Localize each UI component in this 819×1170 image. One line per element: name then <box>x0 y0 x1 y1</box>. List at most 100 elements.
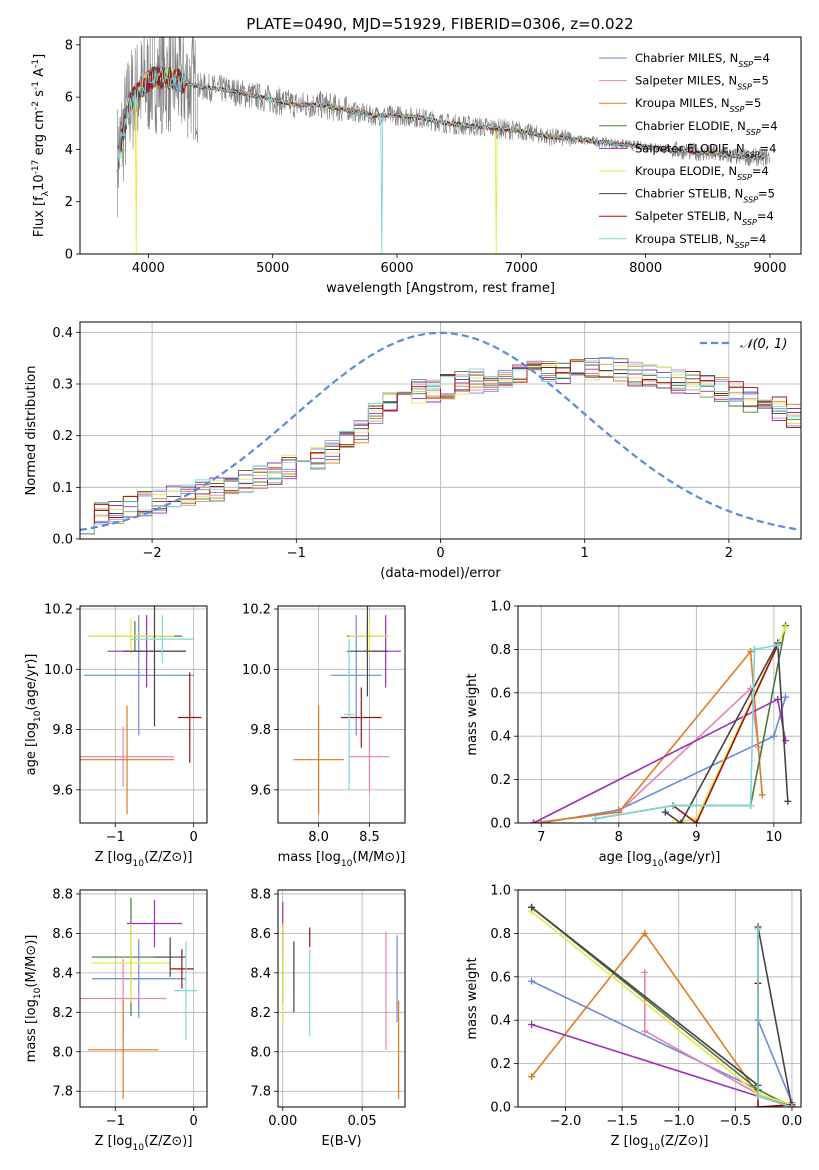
label-part: SSP <box>730 105 745 114</box>
weight-marker-salpeter_miles <box>641 1027 649 1035</box>
weight-marker-kroupa_miles <box>641 929 649 937</box>
label-part: =4 <box>752 164 769 178</box>
label-part: SSP <box>745 150 760 159</box>
hist-kroupa_miles <box>80 362 801 535</box>
hist-kroupa_stelib <box>80 356 801 535</box>
axes-frame <box>79 889 208 1108</box>
x-tick-label: 0.05 <box>348 1114 377 1129</box>
weight-marker-salpeter_elodie <box>530 819 538 823</box>
weight-line-kroupa_stelib <box>595 644 778 820</box>
legend-label: Chabrier MILES, NSSP=4 <box>635 51 770 69</box>
panel-spectrum: 4000 5000 6000 7000 8000 9000 0 2 4 6 8 wavelength … <box>31 36 802 296</box>
label-part: =4 <box>757 209 774 223</box>
x-tick-label: 8000 <box>629 261 662 276</box>
x-axis-label: mass [log10(M/M⊙)] <box>278 850 406 869</box>
x-tick-label: −2 <box>143 546 162 561</box>
y-tick-label: 8.4 <box>250 966 271 981</box>
label-part: Flux [f <box>32 196 47 237</box>
y-tick-label: 0.3 <box>52 378 73 393</box>
label-part: mass [log <box>24 999 39 1062</box>
label-part: 10 <box>649 1143 661 1153</box>
y-tick-label: 8.2 <box>52 1006 73 1021</box>
label-part: 10 <box>133 859 145 869</box>
label-part: Z [log <box>95 850 133 865</box>
plot-area <box>80 890 207 1107</box>
figure-title: PLATE=0490, MJD=51929, FIBERID=0306, z=0… <box>246 15 633 33</box>
x-axis-label: Z [log10(Z/Z⊙)] <box>95 850 193 869</box>
y-tick-label: 0.6 <box>490 970 511 985</box>
weight-marker-salpeter_miles <box>641 968 649 976</box>
legend-label: Chabrier STELIB, NSSP=5 <box>635 187 775 205</box>
x-tick-label: 0 <box>190 1114 198 1129</box>
legend: 𝒩(0, 1) <box>700 337 787 352</box>
y-tick-label: 8.2 <box>250 1006 271 1021</box>
panel-mass_vs_Z: −1 07.88.08.28.48.68.8Z [log10(Z/Z⊙)]mass… <box>24 887 208 1153</box>
x-tick-label: −1 <box>106 1114 125 1129</box>
y-tick-label: 7.8 <box>52 1085 73 1100</box>
weight-line-chabrier_miles <box>541 696 787 823</box>
weight-line-salpeter_stelib <box>672 644 779 823</box>
label-part: (Z/Z⊙)] <box>144 850 192 865</box>
weight-line-kroupa_elodie <box>531 911 793 1106</box>
label-part: SSP <box>743 195 758 204</box>
weight-marker-kroupa_stelib <box>750 645 758 653</box>
x-axis-label: Z [log10(Z/Z⊙)] <box>95 1134 193 1153</box>
y-axis-label: mass weight <box>465 673 480 755</box>
y-tick-label: 0.4 <box>490 1014 511 1029</box>
weight-marker-chabrier_miles <box>528 977 536 985</box>
label-part: Kroupa STELIB, N <box>635 232 735 246</box>
label-part: SSP <box>735 240 750 249</box>
weight-marker-kroupa_stelib <box>592 815 600 823</box>
y-tick-label: 0.0 <box>490 817 511 832</box>
label-part: (Z/Z⊙)] <box>660 1134 708 1149</box>
label-part: 10 <box>33 710 43 722</box>
label-part: Chabrier ELODIE, N <box>635 119 746 133</box>
legend-label: Chabrier ELODIE, NSSP=4 <box>635 119 778 137</box>
label-part: Normed distribution <box>24 366 39 496</box>
panel-age_vs_Z: −1 09.69.810.010.2Z [log10(Z/Z⊙)]age [log… <box>24 603 208 869</box>
plot-area <box>518 890 801 1107</box>
legend-label: 𝒩(0, 1) <box>740 337 787 352</box>
label-part: A <box>32 68 47 81</box>
y-tick-label: 8.6 <box>250 927 271 942</box>
x-tick-label: 0 <box>436 546 444 561</box>
label-part: ] <box>32 54 47 59</box>
legend-label: Kroupa MILES, NSSP=5 <box>635 96 761 114</box>
y-tick-label: 8.6 <box>52 927 73 942</box>
y-tick-label: 9.6 <box>52 783 73 798</box>
observed-spectrum <box>117 37 771 218</box>
legend-label: Salpeter ELODIE, NSSP=4 <box>635 141 776 159</box>
y-tick-label: 10.2 <box>242 603 271 618</box>
x-tick-label: 4000 <box>132 261 165 276</box>
label-part: =4 <box>759 141 776 155</box>
weight-line-kroupa_miles <box>533 649 763 823</box>
label-part: =4 <box>749 232 766 246</box>
x-tick-label: 5000 <box>256 261 289 276</box>
y-axis-label: mass weight <box>465 957 480 1039</box>
weight-marker-kroupa_elodie <box>781 624 789 632</box>
label-part: (age/yr)] <box>24 654 39 711</box>
weight-marker-kroupa_miles <box>758 791 766 799</box>
x-tick-label: −1.5 <box>606 1114 638 1129</box>
weight-marker-chabrier_stelib <box>661 808 669 816</box>
label-part: 10 <box>32 174 47 191</box>
x-axis-label: age [log10(age/yr)] <box>599 850 721 869</box>
label-part: =4 <box>761 119 778 133</box>
x-tick-label: −2.0 <box>550 1114 582 1129</box>
axes-frame <box>277 605 406 824</box>
legend-label: Salpeter MILES, NSSP=5 <box>635 74 769 92</box>
y-tick-label: 7.8 <box>250 1085 271 1100</box>
y-tick-label: 8.8 <box>52 887 73 902</box>
label-part: =5 <box>758 187 775 201</box>
label-part: -17 <box>31 159 41 174</box>
plot-area <box>278 606 405 823</box>
label-part: E(B-V) <box>321 1134 361 1149</box>
label-part: mass [log <box>278 850 341 865</box>
y-tick-label: 10.0 <box>44 663 73 678</box>
plot-area <box>278 890 405 1107</box>
y-tick-label: 8.0 <box>250 1045 271 1060</box>
label-part: s <box>32 90 47 101</box>
x-tick-label: 8 <box>615 830 623 845</box>
